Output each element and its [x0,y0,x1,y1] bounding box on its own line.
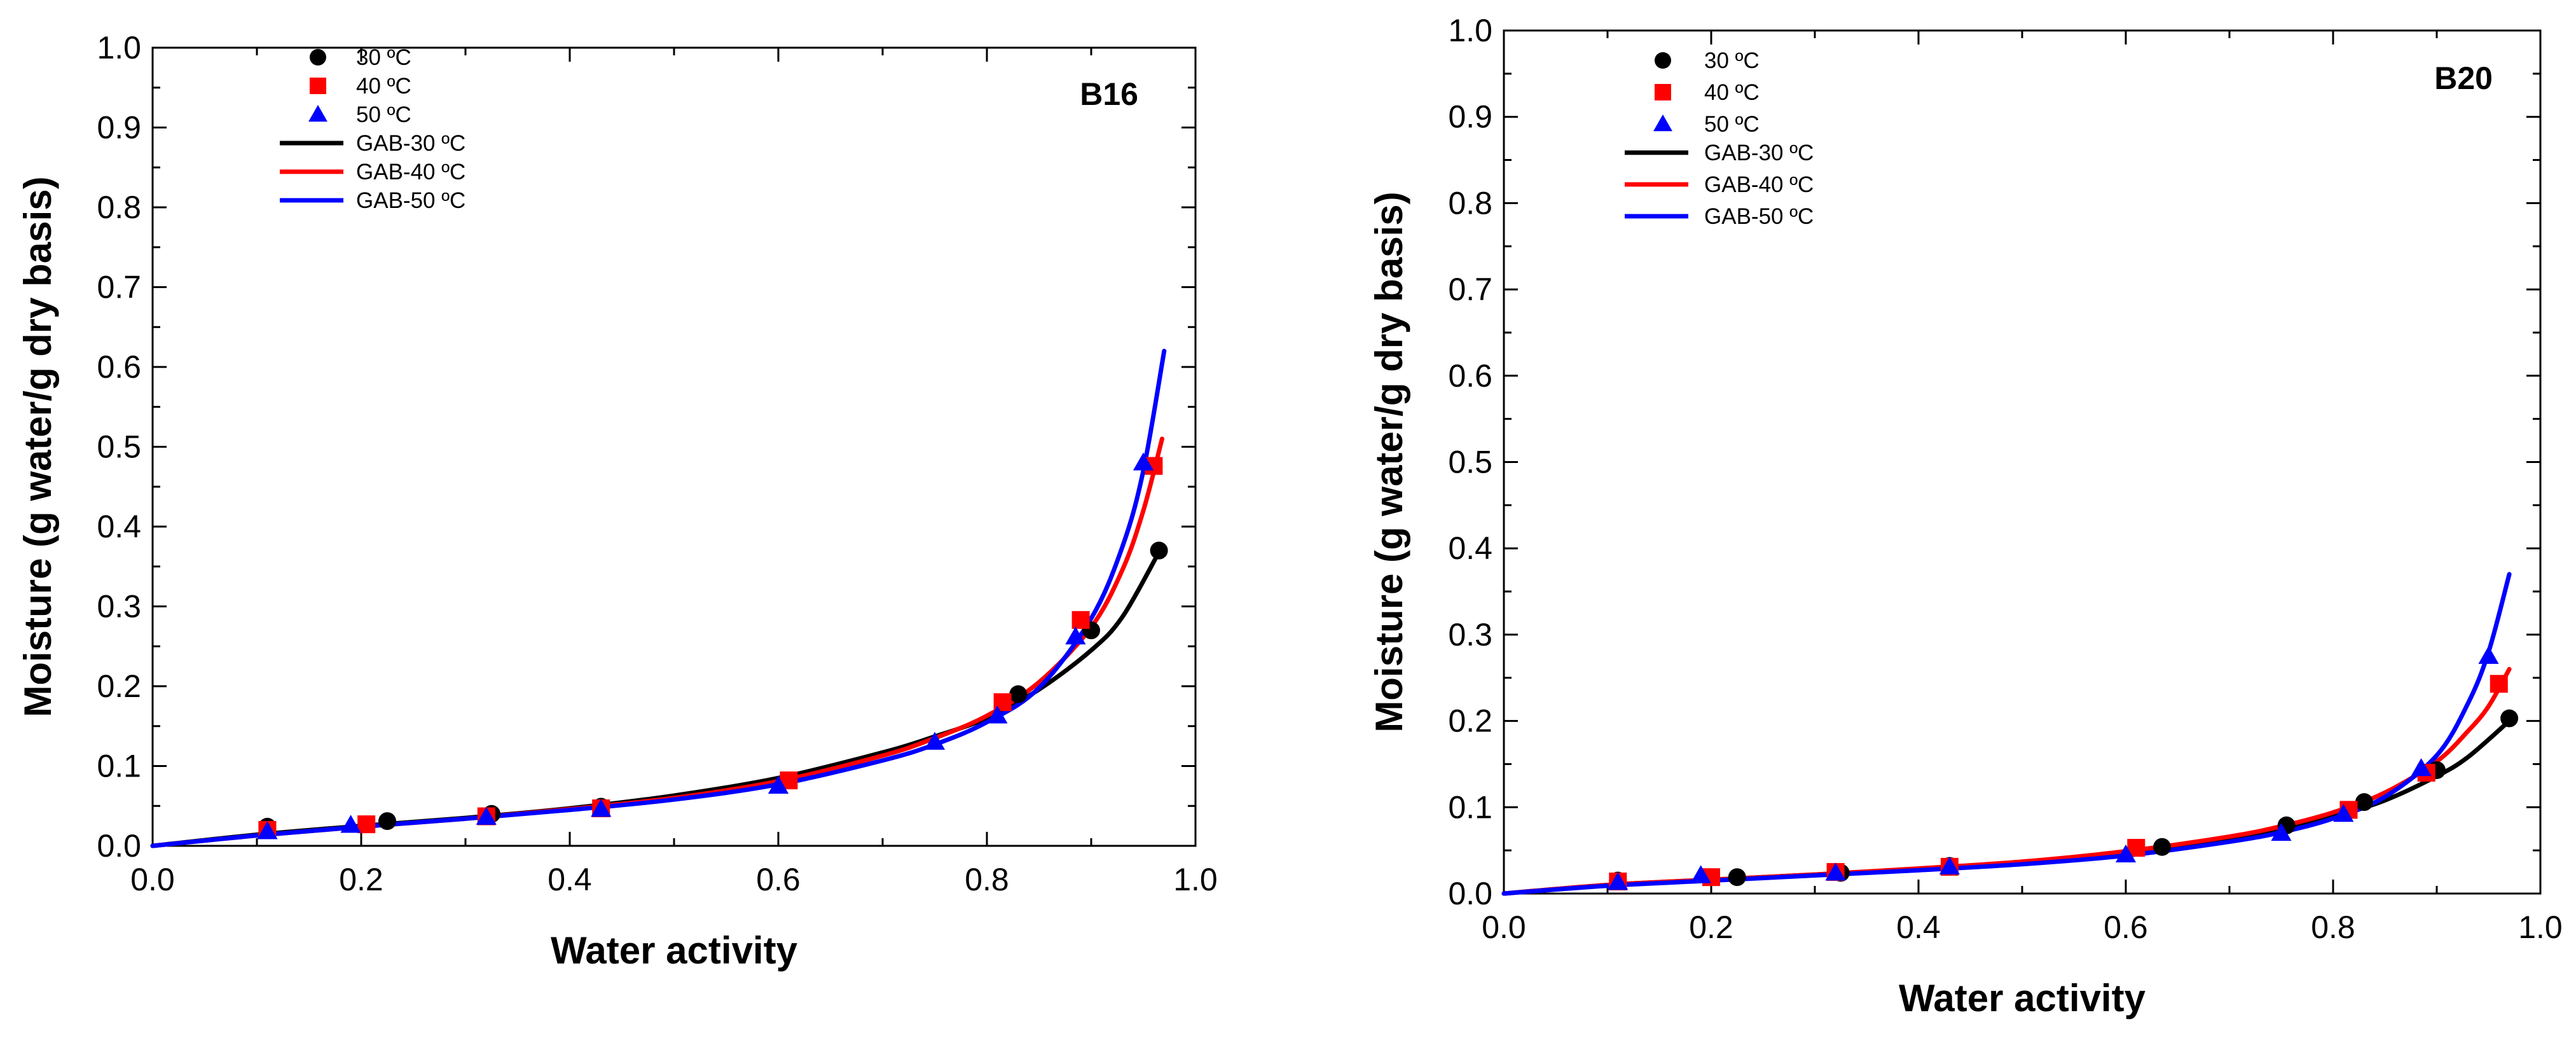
y-axis-title: Moisture (g water/g dry basis) [17,176,59,717]
legend: 30 ºC 40 ºC 50 ºC GAB-30 ºC GAB-40 ºC GAB-50 … [1625,48,1814,229]
panel-label: B16 [1080,76,1138,112]
legend-label: GAB-50 ºC [1704,204,1814,229]
y-tick-label: 0.5 [97,429,141,465]
plot-frame [1503,29,2542,895]
data-point-50-c [768,775,789,794]
data-point-30-c [2500,709,2519,728]
x-tick-label: 0.8 [965,862,1009,897]
data-point-50-c [2115,844,2137,863]
data-point-40-c [2490,675,2508,693]
y-tick-label: 0.1 [97,749,141,784]
y-tick-label: 0.2 [1448,703,1492,739]
x-tick-label: 0.2 [1689,909,1733,945]
data-point-50-c [1690,865,1711,883]
data-point-50-c [476,806,497,825]
y-tick-label: 0.4 [1448,530,1492,566]
y-tick-label: 0.6 [1448,358,1492,394]
x-tick-label: 0.4 [548,862,592,897]
legend-label: 50 ºC [356,102,411,127]
y-tick-label: 0.3 [97,589,141,625]
legend-label: GAB-30 ºC [356,131,465,156]
legend-symbol [310,49,326,66]
legend-symbol [308,105,327,122]
legend-label: GAB-40 ºC [356,160,465,184]
data-point-50-c [1133,452,1154,471]
legend-label: GAB-30 ºC [1704,141,1814,165]
legend-symbol [1653,114,1672,132]
legend-symbol [1655,52,1671,69]
legend-symbol [1655,84,1671,100]
data-point-50-c [340,815,361,833]
y-tick-label: 0.3 [1448,617,1492,653]
data-point-50-c [924,731,946,750]
data-point-30-c [1009,685,1028,703]
y-tick-label: 0.9 [1448,99,1492,135]
legend-label: 40 ºC [356,74,411,99]
y-tick-label: 0.7 [97,270,141,305]
x-tick-label: 0.6 [2104,909,2148,945]
data-point-50-c [257,821,278,839]
x-tick-label: 1.0 [2518,909,2563,945]
chart-panel-b16: 0.0 0.2 0.4 0.6 0.8 1.0 0.0 0.1 0.2 0.3 0.4 0.5 0.6 0… [17,30,1218,972]
data-point-40-c [357,815,376,834]
data-point-30-c [1728,868,1746,887]
x-tick-label: 1.0 [1173,862,1218,897]
panel-label: B20 [2434,60,2493,96]
data-point-30-c [1150,541,1168,560]
data-point-50-c [1065,626,1086,645]
y-tick-label: 0.0 [97,828,141,864]
x-tick-label: 0.4 [1896,909,1941,945]
data-point-50-c [2271,822,2292,841]
y-tick-label: 0.0 [1448,876,1492,911]
data-point-40-c [1071,611,1090,629]
legend: 30 ºC 40 ºC 50 ºC GAB-30 ºC GAB-40 ºC GAB-50 … [280,45,465,213]
series-line-gab-40-c [150,436,1165,848]
data-point-50-c [987,705,1008,724]
series-line-gab-50-c [150,349,1167,848]
y-axis-title: Moisture (g water/g dry basis) [1368,191,1410,732]
x-tick-label: 0.0 [130,862,175,897]
data-point-50-c [1608,872,1629,890]
chart-panel-b20: 0.0 0.2 0.4 0.6 0.8 1.0 0.0 0.1 0.2 0.3 0.4 0.5 0.6 0… [1368,13,2563,1019]
y-tick-label: 1.0 [97,30,141,66]
legend-label: GAB-50 ºC [356,188,465,213]
y-tick-label: 0.5 [1448,445,1492,480]
series-line-gab-50-c [1501,572,2512,896]
data-point-50-c [2333,804,2354,822]
y-tick-label: 1.0 [1448,13,1492,48]
data-point-30-c [2355,793,2373,812]
y-tick-label: 0.8 [1448,185,1492,221]
data-point-50-c [1825,862,1846,881]
data-point-50-c [1939,856,1960,875]
x-tick-label: 0.0 [1482,909,1526,945]
data-point-30-c [378,812,396,831]
legend-label: 40 ºC [1704,80,1760,105]
y-tick-label: 0.2 [97,668,141,704]
data-point-50-c [2478,646,2499,664]
y-tick-label: 0.8 [97,190,141,225]
y-tick-label: 0.6 [97,349,141,385]
plot-frame [151,46,1197,847]
data-point-50-c [591,799,612,817]
x-tick-label: 0.2 [339,862,383,897]
data-point-50-c [2411,758,2432,777]
y-tick-label: 0.1 [1448,789,1492,825]
y-tick-label: 0.4 [97,509,141,544]
y-tick-label: 0.9 [97,110,141,146]
legend-label: 50 ºC [1704,112,1760,137]
legend-label: GAB-40 ºC [1704,172,1814,197]
legend-label: 30 ºC [356,45,411,70]
x-axis-title: Water activity [1899,977,2146,1019]
x-tick-label: 0.8 [2311,909,2355,945]
legend-label: 30 ºC [1704,48,1760,73]
x-tick-label: 0.6 [756,862,801,897]
legend-symbol [310,78,326,94]
y-tick-label: 0.7 [1448,272,1492,307]
series-line-gab-40-c [1501,667,2512,896]
data-point-30-c [2153,838,2172,856]
x-axis-title: Water activity [551,929,798,972]
